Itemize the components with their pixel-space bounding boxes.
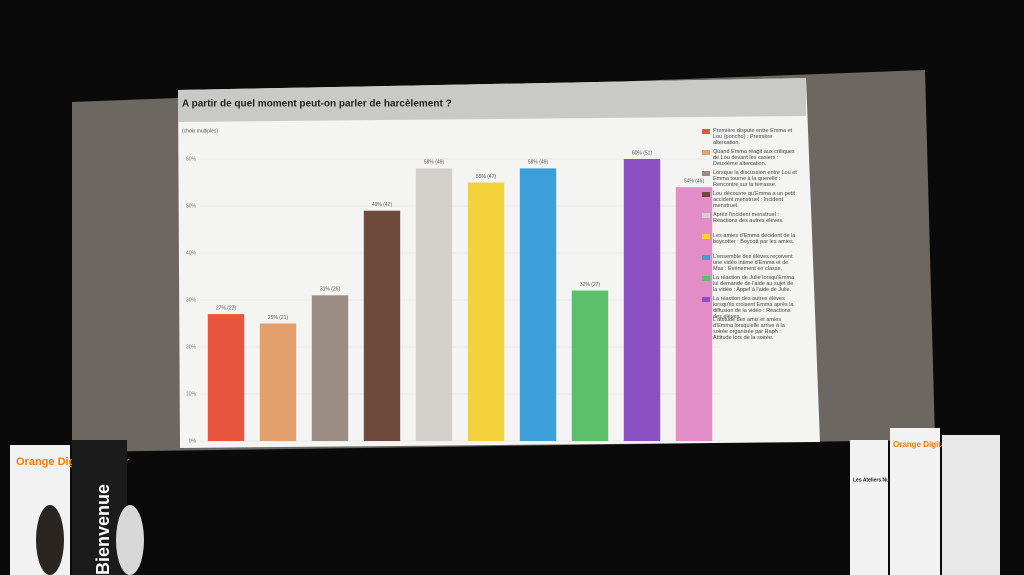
legend-label: Quand Emma réagit aux critiques de Lou d… (713, 149, 795, 167)
y-tick-label: 50% (186, 203, 197, 209)
legend-swatch (702, 213, 710, 218)
legend-entry: Lorsque la discussion entre Lou et Emma … (702, 170, 798, 188)
data-label: 49% (42) (372, 202, 393, 208)
legend-swatch (702, 276, 710, 281)
y-tick-label: 10% (186, 391, 197, 397)
legend-swatch (702, 150, 710, 155)
chart-title: A partir de quel moment peut-on parler d… (182, 99, 452, 110)
bar (467, 182, 505, 441)
legend-entry: Lou découvre qu'Emma a un petit accident… (702, 191, 798, 209)
legend-entry: Première dispute entre Emma et Lou (ponc… (702, 128, 798, 146)
legend-entry: La réaction de Julie lorsqu'Emma lui dem… (702, 275, 798, 293)
legend-entry: L'attitude des amis et amies d'Emma lors… (702, 317, 798, 341)
legend-swatch (702, 234, 710, 239)
legend-swatch (702, 192, 710, 197)
banner (890, 428, 940, 575)
data-label: 27% (23) (216, 305, 237, 311)
legend-entry: La réaction des autres élèves lorsqu'ils… (702, 296, 798, 320)
legend-swatch (702, 255, 710, 260)
banner-text: Orange Digital Center (893, 440, 975, 449)
data-label: 31% (26) (320, 287, 341, 293)
legend-label: La réaction des autres élèves lorsqu'ils… (713, 296, 794, 320)
legend-swatch (702, 297, 710, 302)
data-label: 55% (47) (476, 174, 497, 180)
legend-entry: Quand Emma réagit aux critiques de Lou d… (702, 149, 798, 167)
y-tick-label: 60% (186, 156, 197, 162)
y-tick-label: 0% (189, 438, 197, 444)
banner-text: Bienvenue (93, 484, 113, 575)
bar (571, 290, 609, 441)
bar (259, 323, 297, 441)
data-label: 25% (21) (268, 315, 289, 321)
chart-subtitle: (choix multiples) (182, 128, 218, 134)
legend-label: La réaction de Julie lorsqu'Emma lui dem… (713, 275, 795, 293)
data-label: 60% (51) (632, 150, 653, 156)
legend-swatch (702, 318, 710, 323)
y-tick-label: 30% (186, 297, 197, 303)
banner-text: Les Ateliers Numériques (853, 477, 912, 483)
plot: 0% 10% 20% 30% 40% 50% 60% 27% (23) 25% (21) 31% … (186, 150, 720, 444)
legend-swatch (702, 129, 710, 134)
y-tick-label: 20% (186, 344, 197, 350)
legend-label: L'ensemble des élèves reçoivent une vidé… (713, 254, 793, 272)
banner (942, 435, 1000, 575)
y-tick-label: 40% (186, 250, 197, 256)
legend-label: Les amies d'Emma décident de la boycotte… (713, 233, 796, 245)
bar (311, 295, 349, 441)
legend-swatch (702, 171, 710, 176)
legend-label: Lou découvre qu'Emma a un petit accident… (713, 191, 796, 209)
legend-label: L'attitude des amis et amies d'Emma lors… (713, 317, 785, 341)
data-label: 32% (27) (580, 282, 601, 288)
person (116, 505, 144, 575)
bar (519, 168, 557, 441)
legend-entry: L'ensemble des élèves reçoivent une vidé… (702, 254, 798, 272)
bar (415, 168, 453, 441)
data-label: 54% (46) (684, 179, 705, 185)
bar (207, 314, 245, 441)
bar (675, 187, 713, 441)
data-label: 58% (49) (528, 160, 549, 166)
person (36, 505, 64, 575)
legend-label: Lorsque la discussion entre Lou et Emma … (713, 170, 797, 188)
legend-entry: Les amies d'Emma décident de la boycotte… (702, 233, 798, 245)
bar (623, 159, 661, 441)
title-bar (178, 78, 806, 122)
bar (363, 210, 401, 441)
legend-label: Première dispute entre Emma et Lou (ponc… (713, 128, 793, 146)
legend-entry: Après l'incident menstruel : Réactions d… (702, 212, 798, 224)
legend-label: Après l'incident menstruel : Réactions d… (713, 212, 784, 224)
banner (850, 440, 888, 575)
data-label: 58% (49) (424, 160, 445, 166)
